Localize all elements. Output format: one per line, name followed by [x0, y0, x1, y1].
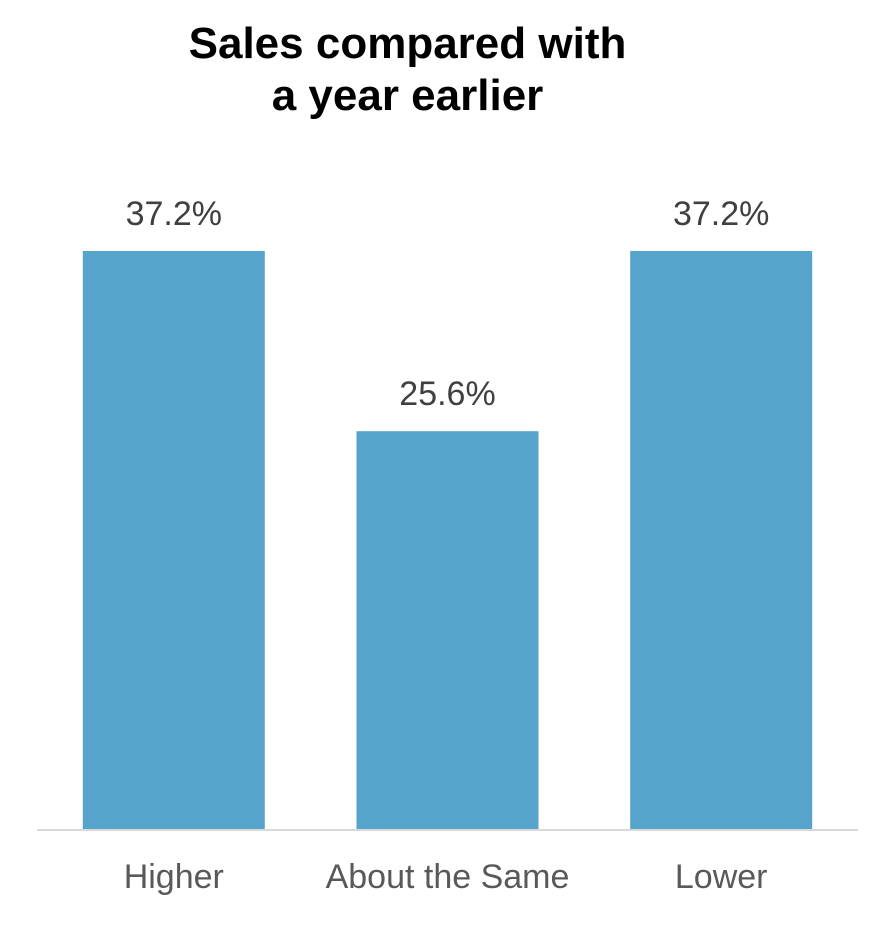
bar-about-the-same	[356, 431, 539, 829]
tick-label-lower: Lower	[675, 858, 768, 896]
bars-layer	[82, 251, 813, 829]
value-label-higher: 37.2%	[126, 195, 222, 233]
bar-higher	[82, 251, 265, 829]
chart-title-line-2: a year earlier	[271, 71, 544, 120]
tick-label-higher: Higher	[124, 858, 224, 896]
x-axis-tick-labels: Higher About the Same Lower	[124, 858, 768, 896]
chart-title: Sales compared with a year earlier	[0, 18, 815, 122]
value-label-lower: 37.2%	[673, 195, 769, 233]
tick-label-about-the-same: About the Same	[326, 858, 570, 896]
bar-lower	[630, 251, 813, 829]
value-labels-layer: 37.2% 25.6% 37.2%	[126, 195, 770, 413]
value-label-about-the-same: 25.6%	[399, 375, 495, 413]
chart-title-line-1: Sales compared with	[188, 19, 627, 68]
